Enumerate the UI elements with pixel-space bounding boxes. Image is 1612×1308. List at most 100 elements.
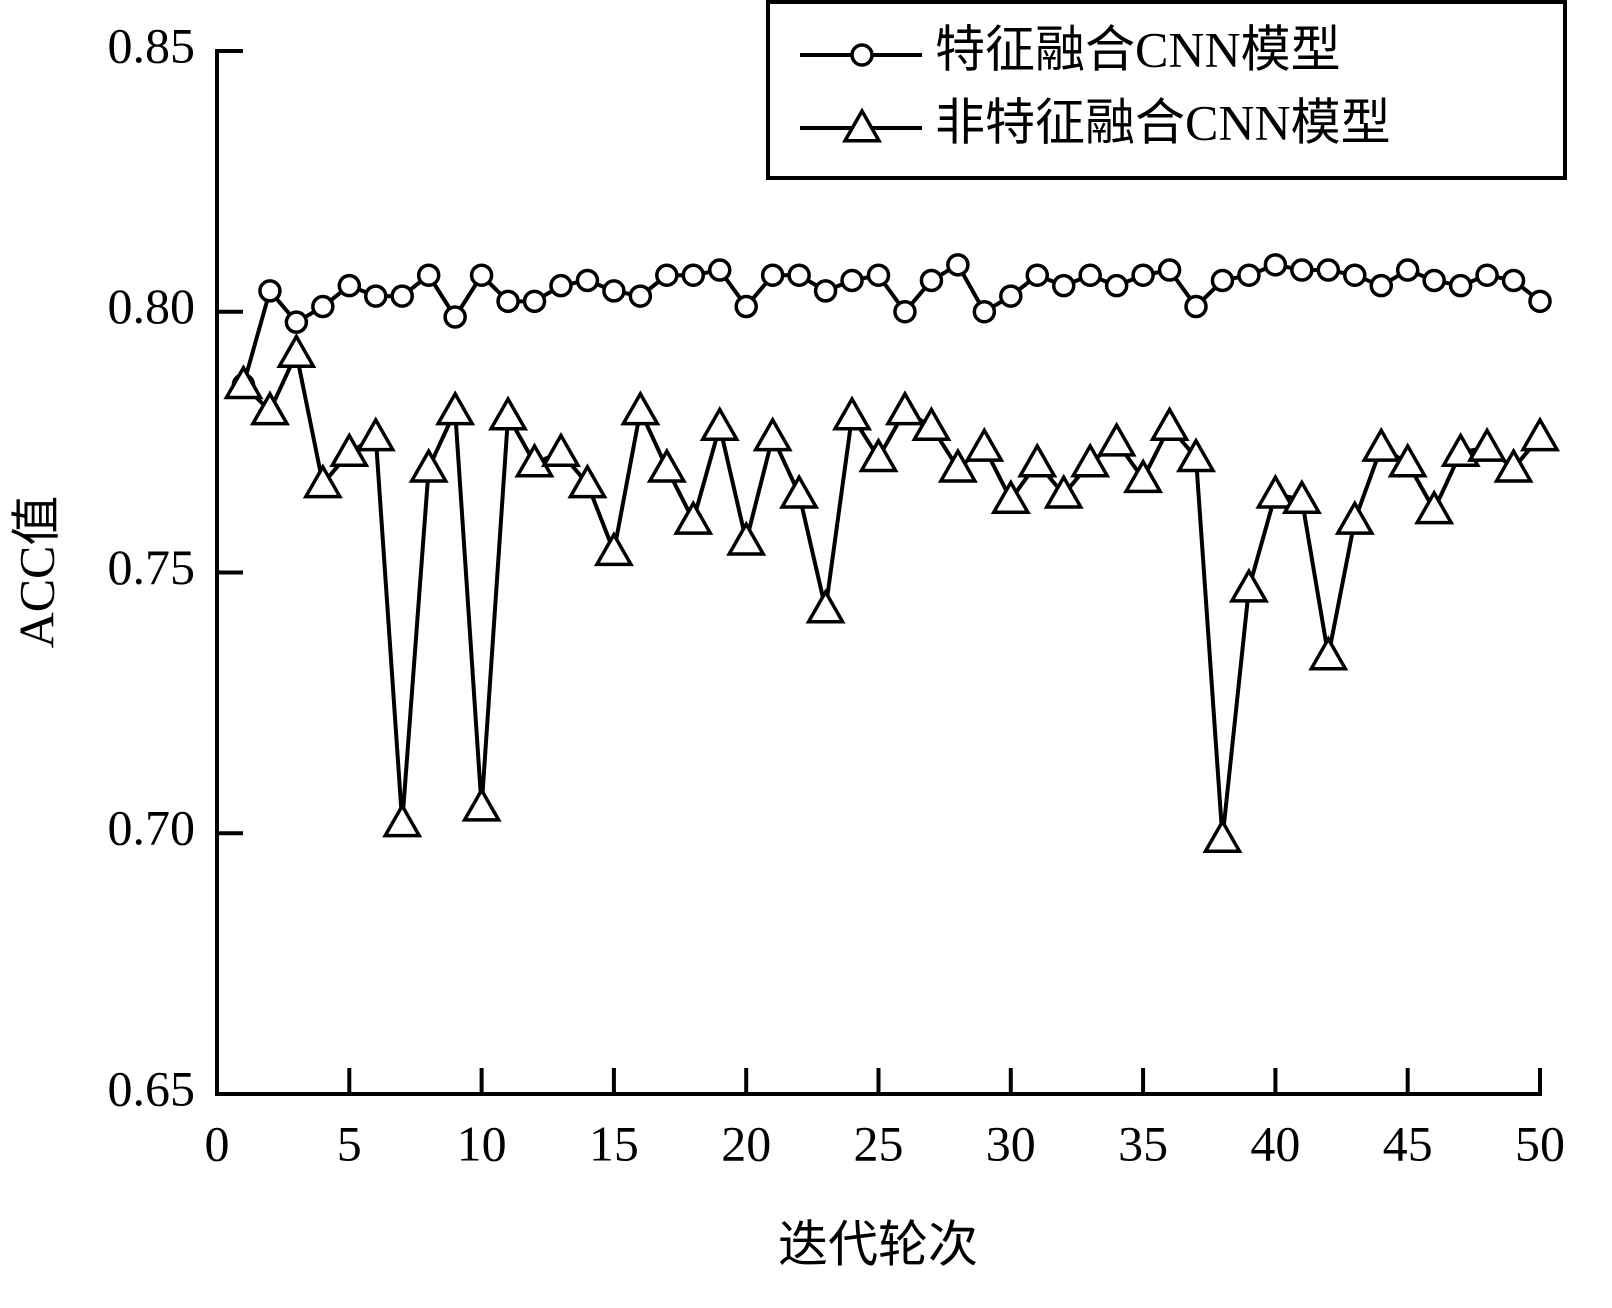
x-tick-label: 35 bbox=[1118, 1115, 1168, 1171]
circle-marker bbox=[1051, 273, 1076, 298]
circle-marker bbox=[628, 284, 653, 308]
circle-marker bbox=[1528, 289, 1552, 314]
x-tick-label: 15 bbox=[589, 1115, 639, 1171]
triangle-marker bbox=[355, 416, 396, 452]
triangle-marker bbox=[1281, 478, 1322, 514]
circle-marker bbox=[602, 279, 626, 303]
y-axis-label: ACC值 bbox=[8, 496, 64, 649]
circle-marker bbox=[1210, 268, 1235, 293]
triangle-marker bbox=[1493, 447, 1534, 483]
x-tick-label: 30 bbox=[986, 1115, 1036, 1171]
triangle-marker bbox=[646, 447, 687, 483]
triangle-marker bbox=[1070, 442, 1111, 478]
triangle-marker bbox=[1440, 432, 1481, 468]
circle-marker bbox=[390, 284, 414, 308]
triangle-marker bbox=[673, 499, 714, 535]
y-tick-label: 0.65 bbox=[108, 1060, 196, 1116]
circle-marker bbox=[1422, 268, 1446, 293]
circle-marker bbox=[1501, 268, 1526, 293]
circle-marker bbox=[1395, 258, 1420, 282]
triangle-marker bbox=[488, 395, 529, 431]
legend-marker bbox=[850, 43, 874, 67]
triangle-marker bbox=[514, 442, 555, 478]
triangle-marker bbox=[1467, 426, 1508, 462]
x-tick-label: 40 bbox=[1250, 1115, 1300, 1171]
triangle-marker bbox=[302, 463, 343, 499]
circle-marker bbox=[496, 289, 520, 314]
circle-marker bbox=[549, 273, 573, 298]
triangle-marker bbox=[937, 447, 978, 483]
circle-marker bbox=[1078, 263, 1102, 287]
circle-marker bbox=[1475, 263, 1499, 287]
circle-marker bbox=[416, 263, 441, 287]
circle-marker bbox=[655, 263, 679, 287]
circle-marker bbox=[919, 268, 944, 293]
triangle-marker bbox=[964, 426, 1005, 462]
circle-marker bbox=[337, 273, 362, 298]
x-tick-label: 25 bbox=[854, 1115, 904, 1171]
x-tick-label: 0 bbox=[205, 1115, 230, 1171]
triangle-marker bbox=[779, 473, 820, 509]
triangle-marker bbox=[1149, 405, 1190, 441]
triangle-marker bbox=[1387, 442, 1428, 478]
x-axis-label: 迭代轮次 bbox=[778, 1216, 978, 1272]
triangle-marker bbox=[832, 395, 873, 431]
triangle-marker bbox=[249, 390, 290, 426]
circle-marker bbox=[999, 284, 1023, 308]
triangle-marker bbox=[1334, 499, 1375, 535]
triangle-marker bbox=[726, 520, 767, 556]
legend-marker bbox=[841, 107, 883, 143]
series-line bbox=[242, 347, 1542, 839]
circle-marker bbox=[1290, 258, 1314, 282]
triangle-marker bbox=[990, 478, 1031, 514]
triangle-marker bbox=[1414, 489, 1455, 525]
circle-marker bbox=[1237, 263, 1261, 287]
y-tick-label: 0.80 bbox=[108, 278, 196, 334]
circle-marker bbox=[787, 263, 811, 287]
triangle-marker bbox=[382, 802, 423, 838]
y-tick-label: 0.75 bbox=[108, 539, 196, 595]
circle-marker bbox=[258, 279, 282, 303]
triangle-marker bbox=[1519, 416, 1561, 452]
circle-marker bbox=[813, 279, 838, 303]
triangle-marker bbox=[1228, 567, 1269, 603]
triangle-marker bbox=[1255, 473, 1296, 509]
circle-marker bbox=[1131, 263, 1155, 287]
circle-marker bbox=[1316, 258, 1341, 282]
triangle-marker bbox=[1043, 473, 1084, 509]
circle-marker bbox=[1343, 263, 1367, 287]
y-tick-label: 0.85 bbox=[108, 17, 196, 73]
circle-marker bbox=[707, 258, 732, 282]
circle-marker bbox=[972, 300, 997, 324]
triangle-marker bbox=[620, 390, 661, 426]
triangle-marker bbox=[461, 786, 502, 822]
triangle-marker bbox=[911, 405, 952, 441]
legend-label: 非特征融合CNN模型 bbox=[935, 94, 1391, 150]
triangle-marker bbox=[593, 531, 634, 567]
triangle-marker bbox=[1017, 442, 1058, 478]
circle-marker bbox=[681, 263, 706, 287]
x-tick-label: 45 bbox=[1383, 1115, 1433, 1171]
circle-marker bbox=[1025, 263, 1050, 287]
circle-marker bbox=[522, 289, 547, 314]
circle-marker bbox=[840, 268, 864, 293]
y-tick-label: 0.70 bbox=[108, 800, 196, 856]
circle-marker bbox=[311, 294, 335, 319]
circle-marker bbox=[364, 284, 388, 308]
triangle-marker bbox=[1176, 437, 1217, 473]
x-tick-label: 5 bbox=[337, 1115, 362, 1171]
circle-marker bbox=[946, 253, 970, 277]
circle-marker bbox=[760, 263, 785, 287]
triangle-marker bbox=[408, 447, 449, 483]
circle-marker bbox=[469, 263, 494, 287]
triangle-marker bbox=[1202, 817, 1243, 853]
circle-marker bbox=[1104, 273, 1129, 298]
legend-label: 特征融合CNN模型 bbox=[935, 21, 1341, 77]
triangle-marker bbox=[567, 463, 608, 499]
triangle-marker bbox=[884, 390, 925, 426]
triangle-marker bbox=[1361, 426, 1402, 462]
triangle-marker bbox=[223, 364, 264, 400]
triangle-marker bbox=[1123, 458, 1164, 494]
circle-marker bbox=[575, 268, 600, 293]
circle-marker bbox=[1157, 258, 1182, 282]
